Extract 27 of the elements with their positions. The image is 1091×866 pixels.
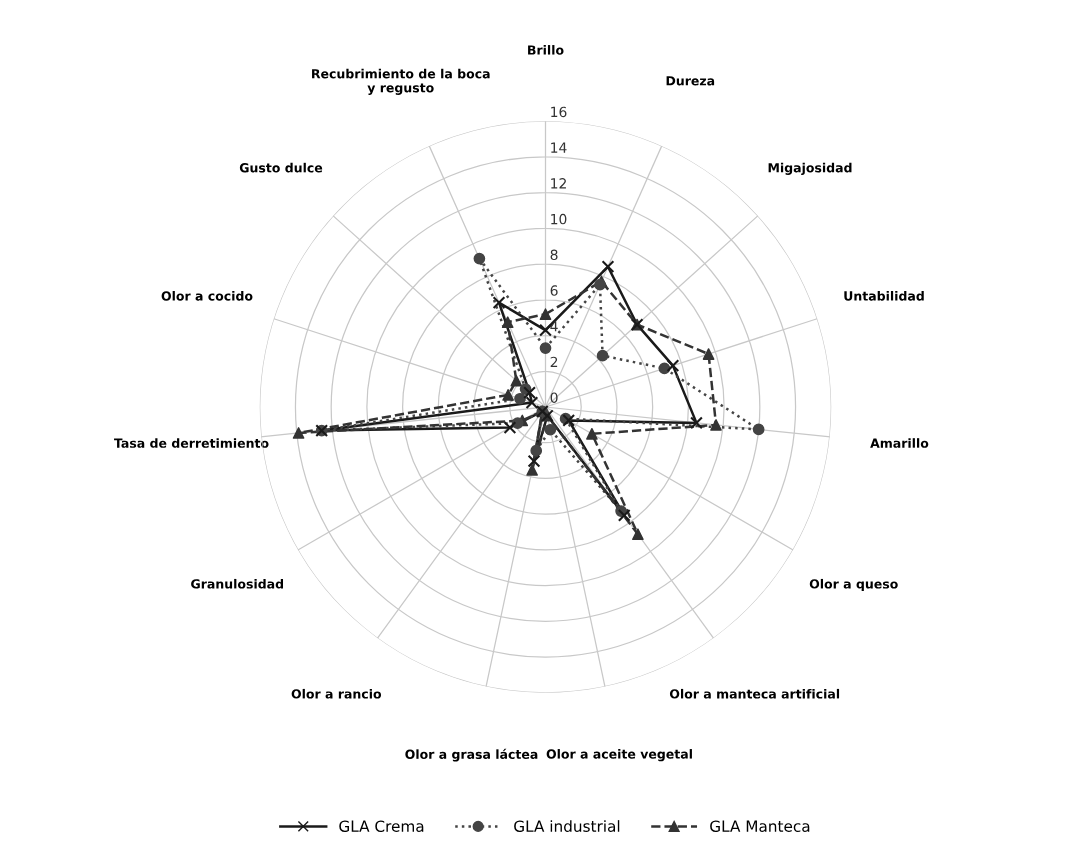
legend-label: GLA Manteca [710, 820, 810, 832]
legend-label: GLA industrial [514, 820, 620, 832]
spoke-label: Olor a rancio [291, 688, 382, 699]
y-tick-label: 12 [551, 178, 566, 189]
spoke-label: Brillo [528, 45, 564, 55]
spoke-label: Olor a aceite vegetal [546, 749, 692, 762]
spoke-label: Olor a grasa láctea [405, 748, 538, 762]
spoke-label: Dureza [666, 76, 715, 86]
y-tick-label: 4 [550, 321, 558, 332]
spoke-label: Gusto dulce [239, 162, 323, 173]
spoke-label: Migajosidad [768, 162, 852, 175]
y-tick-label: 10 [551, 213, 567, 225]
y-tick-label: 0 [550, 392, 558, 403]
y-tick-label: 16 [551, 106, 567, 118]
spoke-label: Olor a manteca artificial [669, 688, 840, 699]
y-tick-label: 14 [551, 142, 567, 153]
y-tick-label: 2 [550, 356, 558, 368]
legend-label: GLA Crema [339, 820, 424, 832]
spoke-label: Olor a queso [809, 578, 898, 592]
spoke-label: Amarillo [870, 438, 929, 448]
y-tick-label: 6 [550, 285, 558, 296]
spoke-label: Tasa de derretimiento [114, 438, 269, 448]
spoke-label: Granulosidad [191, 578, 284, 589]
spoke-label: Recubrimiento de la boca y regusto [312, 68, 490, 95]
spoke-label: Olor a cocido [161, 290, 253, 301]
y-tick-label: 8 [550, 249, 558, 261]
spoke-label: Untabilidad [844, 290, 924, 301]
